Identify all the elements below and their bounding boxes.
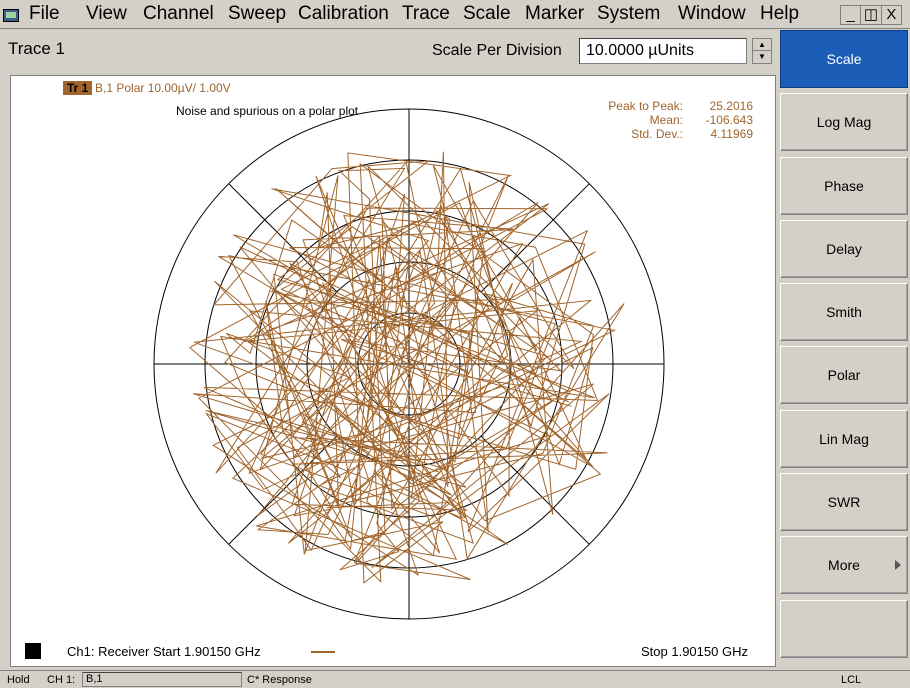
menu-help[interactable]: Help: [760, 3, 800, 24]
menu-sweep[interactable]: Sweep: [228, 3, 287, 24]
softkey-more-label: More: [828, 557, 860, 573]
softkey-lin-mag[interactable]: Lin Mag: [780, 410, 908, 468]
stat-label: Mean:: [649, 113, 683, 127]
trace-description: B,1 Polar 10.00µV/ 1.00V: [95, 81, 231, 95]
stat-value: -106.643: [705, 113, 753, 127]
menu-trace[interactable]: Trace: [402, 3, 450, 24]
stat-value: 25.2016: [709, 99, 753, 113]
spin-up-button[interactable]: ▲: [753, 39, 771, 51]
trace-badge[interactable]: Tr 1: [63, 81, 93, 95]
noise-trace: [188, 151, 625, 584]
trace-title: Trace 1: [8, 39, 66, 58]
channel-start-info: Ch1: Receiver Start 1.90150 GHz: [67, 644, 261, 659]
menu-bar: File View Channel Sweep Calibration Trac…: [0, 0, 910, 29]
polar-grid-spoke: [228, 183, 338, 293]
channel-stop-info: Stop 1.90150 GHz: [641, 644, 748, 659]
stat-label: Std. Dev.:: [631, 127, 683, 141]
softkey-polar[interactable]: Polar: [780, 346, 908, 404]
stat-mean: Mean: -106.643: [563, 113, 753, 127]
polar-grid-spoke: [480, 183, 590, 293]
close-button[interactable]: X: [886, 6, 897, 23]
softkey-swr[interactable]: SWR: [780, 473, 908, 531]
stat-peak-to-peak: Peak to Peak: 25.2016: [563, 99, 753, 113]
status-parameter: B,1: [82, 672, 242, 687]
window-controls: _ ◫ X: [840, 5, 902, 25]
status-hold: Hold: [7, 674, 30, 686]
stat-value: 4.11969: [710, 127, 754, 141]
spin-down-button[interactable]: ▼: [758, 52, 766, 61]
status-lcl: LCL: [841, 674, 862, 686]
trace-statistics: Peak to Peak: 25.2016 Mean: -106.643 Std…: [563, 99, 753, 141]
menu-window[interactable]: Window: [678, 3, 746, 24]
softkey-blank[interactable]: [780, 600, 908, 658]
softkey-scale[interactable]: Scale: [780, 30, 908, 88]
trace-legend-line: [311, 651, 335, 653]
minimize-button[interactable]: _: [841, 6, 862, 24]
chevron-right-icon: [895, 560, 901, 570]
softkey-smith[interactable]: Smith: [780, 283, 908, 341]
menu-calibration[interactable]: Calibration: [298, 3, 389, 24]
trace-header: Trace 1 Scale Per Division 10.0000 µUnit…: [0, 30, 776, 72]
menu-channel[interactable]: Channel: [143, 3, 214, 24]
restore-button[interactable]: ◫: [861, 6, 882, 24]
scale-per-division-label: Scale Per Division: [432, 42, 562, 59]
softkey-more[interactable]: More: [780, 536, 908, 594]
status-bar: Hold CH 1: B,1 C* Response LCL: [0, 670, 910, 688]
menu-scale[interactable]: Scale: [463, 3, 511, 24]
menu-system[interactable]: System: [597, 3, 661, 24]
stat-label: Peak to Peak:: [608, 99, 683, 113]
polar-grid-spoke: [480, 435, 590, 545]
status-response: C* Response: [247, 674, 312, 686]
menu-marker[interactable]: Marker: [525, 3, 585, 24]
channel-marker: [25, 643, 41, 659]
plot-title: Noise and spurious on a polar plot: [176, 104, 359, 118]
scale-per-division-input[interactable]: 10.0000 µUnits: [579, 38, 747, 64]
softkey-panel: Scale Log Mag Phase Delay Smith Polar Li…: [778, 30, 910, 670]
status-channel: CH 1:: [47, 674, 76, 686]
polar-plot: [153, 108, 665, 620]
polar-plot-area[interactable]: Tr 1 B,1 Polar 10.00µV/ 1.00V Noise and …: [10, 75, 776, 667]
scale-spinner: ▲ ▼: [752, 38, 772, 64]
menu-view[interactable]: View: [86, 3, 127, 24]
menu-file[interactable]: File: [29, 3, 60, 24]
app-icon[interactable]: [3, 9, 19, 22]
softkey-delay[interactable]: Delay: [780, 220, 908, 278]
softkey-phase[interactable]: Phase: [780, 157, 908, 215]
softkey-log-mag[interactable]: Log Mag: [780, 93, 908, 151]
stat-std-dev: Std. Dev.: 4.11969: [563, 127, 753, 141]
